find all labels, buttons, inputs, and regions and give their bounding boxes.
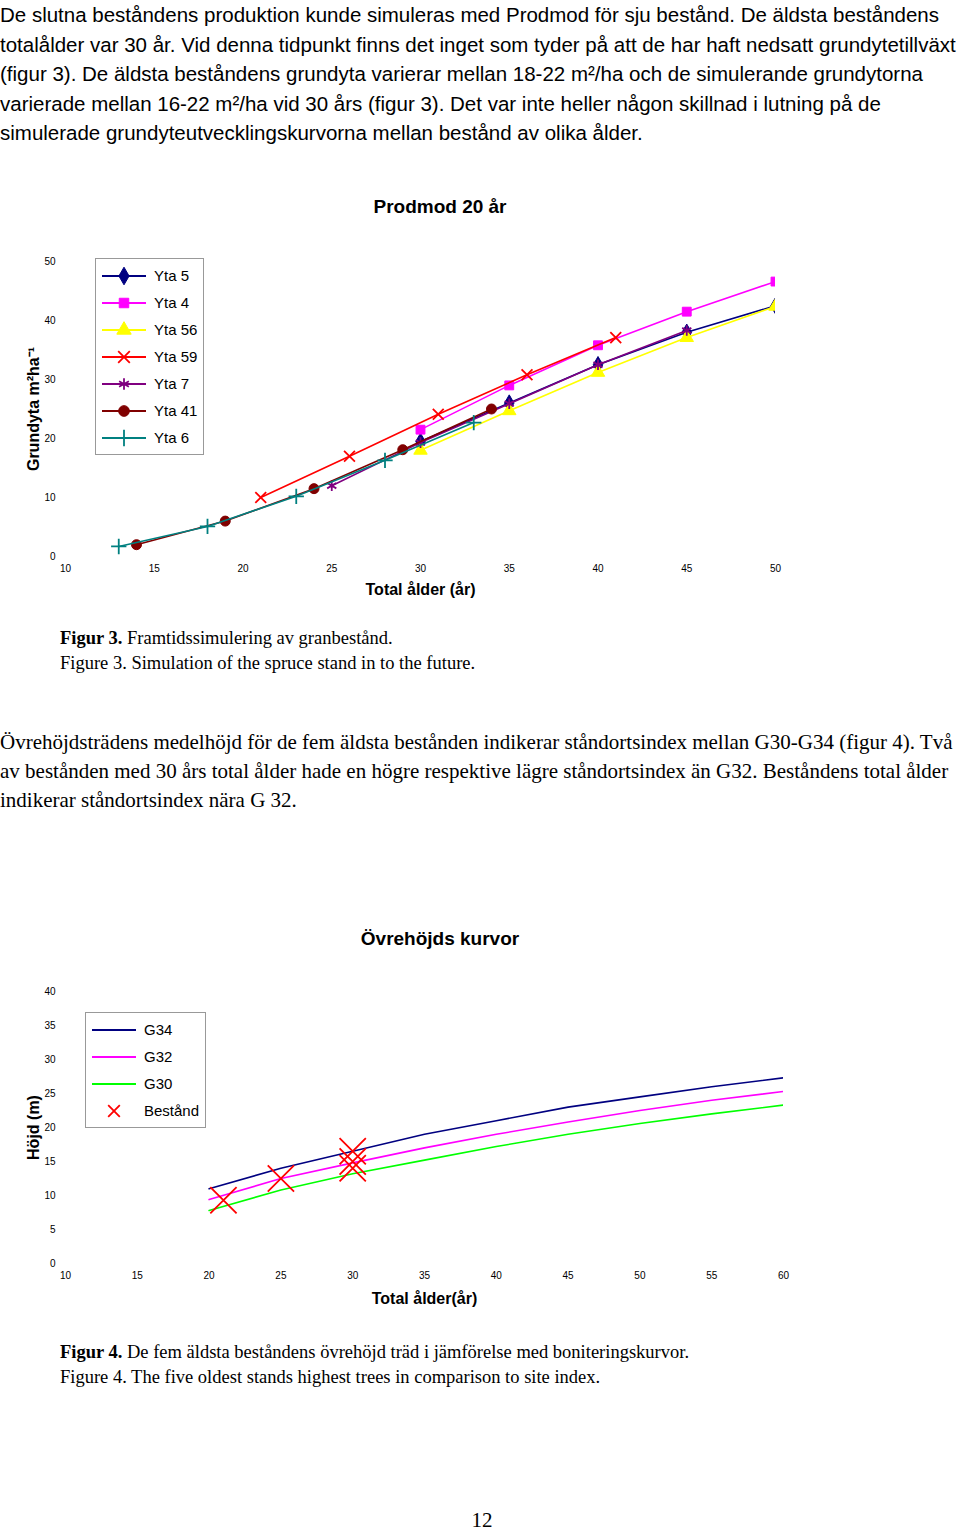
svg-text:25: 25 (275, 1270, 287, 1281)
svg-text:35: 35 (504, 563, 516, 574)
html-text:De slutna beståndens produktio: De slutna beståndens produktion kunde si… (0, 3, 956, 144)
html-text:12: 12 (471, 1508, 493, 1532)
svg-text:Total ålder (år): Total ålder (år) (366, 581, 476, 598)
svg-text:45: 45 (681, 563, 693, 574)
html-text:G30: G30 (144, 1075, 173, 1092)
svg-text:Höjd (m): Höjd (m) (25, 1095, 42, 1160)
html-text:Figur 3. Framtidssimulering av: Figur 3. Framtidssimulering av granbestå… (60, 628, 393, 648)
html-text:Övrehöjds kurvor: Övrehöjds kurvor (360, 928, 520, 949)
svg-text:10: 10 (44, 492, 56, 503)
svg-text:55: 55 (706, 1270, 718, 1281)
html-text:G32: G32 (144, 1048, 173, 1065)
html-text:Yta 4: Yta 4 (154, 294, 189, 311)
html-text:Prodmod 20 år: Prodmod 20 år (373, 196, 507, 217)
svg-text:60: 60 (778, 1270, 790, 1281)
html-text:Figure 4. The five oldest stan: Figure 4. The five oldest stands highest… (60, 1367, 601, 1387)
svg-text:20: 20 (204, 1270, 216, 1281)
svg-text:10: 10 (60, 1270, 72, 1281)
svg-text:25: 25 (44, 1088, 56, 1099)
svg-text:Total ålder(år): Total ålder(år) (372, 1290, 478, 1307)
html-text:Figur 4. De fem äldsta bestånd: Figur 4. De fem äldsta beståndens övrehö… (60, 1342, 689, 1362)
html-text:Yta 5: Yta 5 (154, 267, 189, 284)
svg-text:5: 5 (50, 1224, 56, 1235)
html-text:Bestånd: Bestånd (144, 1102, 199, 1119)
html-text:Yta 59: Yta 59 (154, 348, 198, 365)
svg-text:50: 50 (44, 256, 56, 267)
svg-text:35: 35 (44, 1020, 56, 1031)
svg-text:20: 20 (44, 433, 56, 444)
html-text:G34: G34 (144, 1021, 173, 1038)
svg-text:50: 50 (770, 563, 782, 574)
svg-text:40: 40 (44, 315, 56, 326)
svg-text:10: 10 (60, 563, 72, 574)
svg-text:20: 20 (237, 563, 249, 574)
html-text:Figure 3. Simulation of the sp: Figure 3. Simulation of the spruce stand… (60, 653, 476, 673)
svg-text:30: 30 (347, 1270, 359, 1281)
svg-text:15: 15 (149, 563, 161, 574)
svg-text:35: 35 (419, 1270, 431, 1281)
svg-text:Grundyta m²ha⁻¹: Grundyta m²ha⁻¹ (25, 347, 42, 471)
svg-text:40: 40 (44, 986, 56, 997)
svg-text:45: 45 (563, 1270, 575, 1281)
html-text:Yta 56: Yta 56 (154, 321, 198, 338)
svg-text:15: 15 (44, 1156, 56, 1167)
svg-text:0: 0 (50, 1258, 56, 1269)
svg-text:30: 30 (415, 563, 427, 574)
svg-text:40: 40 (491, 1270, 503, 1281)
html-text:Yta 7: Yta 7 (154, 375, 189, 392)
svg-text:10: 10 (44, 1190, 56, 1201)
svg-text:0: 0 (50, 551, 56, 562)
svg-text:30: 30 (44, 1054, 56, 1065)
svg-text:15: 15 (132, 1270, 144, 1281)
svg-text:30: 30 (44, 374, 56, 385)
svg-text:20: 20 (44, 1122, 56, 1133)
html-text:Yta 41: Yta 41 (154, 402, 198, 419)
html-text:Yta 6: Yta 6 (154, 429, 189, 446)
svg-text:40: 40 (592, 563, 604, 574)
html-text:Övrehöjdsträdens medelhöjd för: Övrehöjdsträdens medelhöjd för de fem äl… (0, 730, 953, 812)
svg-text:50: 50 (634, 1270, 646, 1281)
svg-text:25: 25 (326, 563, 338, 574)
